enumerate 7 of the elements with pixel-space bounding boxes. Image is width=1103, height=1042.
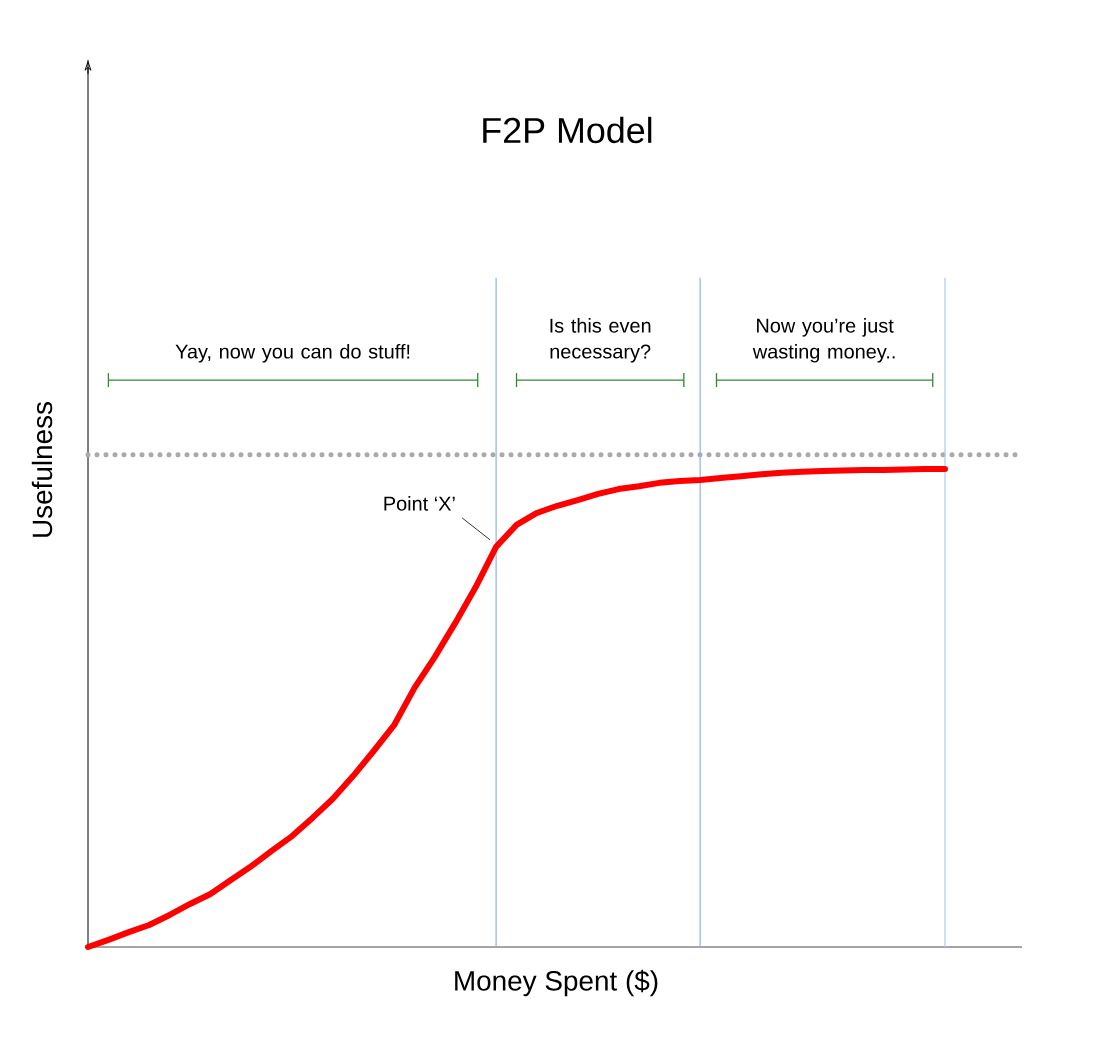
annotation: Point ‘X’ [384, 496, 455, 511]
y-axis-title: Usefulness [31, 402, 53, 537]
text: Now you’re just wasting money.. [752, 318, 895, 363]
text: Is this even necessary? [550, 318, 651, 363]
text: Yay, now you can do stuff! [175, 343, 410, 363]
x-axis-title: Money Spent ($) [455, 969, 658, 997]
chart-title: F2P Model [483, 116, 652, 144]
